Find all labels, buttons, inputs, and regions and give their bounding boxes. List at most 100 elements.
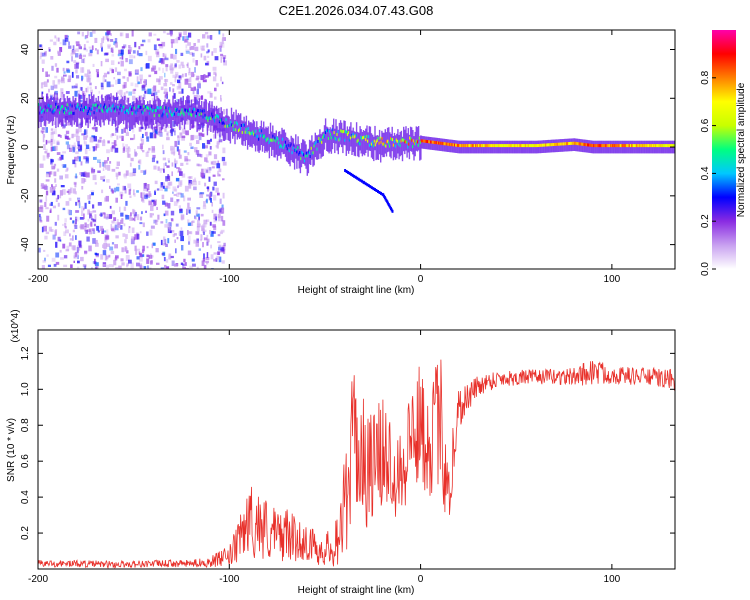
- spectrogram-ridge-cell: [170, 110, 172, 114]
- snr-x-tick-label: -100: [219, 574, 239, 585]
- spectrogram-ridge-cell: [418, 136, 420, 140]
- spectrogram-ridge-cell: [83, 106, 86, 110]
- spectrogram-y-tick-label: -20: [20, 188, 31, 203]
- spectrogram-branch-cell: [354, 175, 357, 179]
- spectrogram-ridge-cell: [607, 144, 609, 148]
- spectrogram-ridge-cell: [255, 129, 257, 133]
- spectrogram-halo-cell: [38, 103, 40, 129]
- spectrogram-ridge-cell: [137, 105, 139, 109]
- spectrogram-halo-cell: [329, 127, 331, 152]
- spectrogram-ridge-cell: [155, 109, 157, 112]
- spectrogram-ridge-cell: [503, 144, 505, 148]
- spectrogram-ridge-cell: [519, 144, 521, 148]
- spectrogram-ridge-cell: [214, 119, 216, 123]
- spectrogram-ridge-cell: [595, 144, 597, 148]
- spectrogram-ridge-cell: [247, 127, 249, 130]
- spectrogram-ridge-cell: [302, 153, 305, 157]
- spectrogram-ridge-cell: [81, 104, 83, 108]
- spectrogram-ridge-cell: [73, 111, 75, 115]
- spectrogram-ridge-cell: [575, 141, 577, 145]
- spectrogram-ridge-cell: [149, 107, 152, 111]
- spectrogram-ridge-cell: [401, 137, 403, 141]
- spectrogram-ridge-cell: [169, 109, 171, 113]
- spectrogram-ridge-cell: [335, 138, 337, 141]
- spectrogram-ridge-cell: [74, 103, 76, 107]
- spectrogram-ridge-cell: [619, 144, 621, 148]
- spectrogram-ridge-cell: [277, 137, 279, 141]
- spectrogram-ridge-cell: [404, 140, 406, 144]
- snr-x-axis: -200 -100 0 100: [28, 330, 621, 585]
- spectrogram-ridge-cell: [111, 104, 113, 108]
- spectrogram-ridge-cell: [542, 143, 544, 147]
- spectrogram-ridge-cell: [156, 106, 158, 110]
- spectrogram-ridge-cell: [294, 148, 296, 152]
- spectrogram-halo-cell: [150, 104, 152, 129]
- spectrogram-ridge-cell: [566, 142, 568, 146]
- colorbar-label: Normalized spectral amplitude: [736, 82, 747, 217]
- spectrogram-ridge-cell: [166, 112, 168, 116]
- spectrogram-ridge-cell: [615, 144, 617, 148]
- spectrogram-halo-cell: [182, 95, 184, 121]
- spectrogram-ridge-cell: [222, 121, 224, 125]
- spectrogram-halo-cell: [222, 116, 225, 141]
- spectrogram-ridge-cell: [397, 142, 399, 146]
- spectrogram-ridge-cell: [89, 112, 91, 116]
- spectrogram-ridge-cell: [109, 106, 111, 110]
- spectrogram-branch-cell: [344, 169, 347, 172]
- spectrogram-ridge-cell: [333, 131, 335, 134]
- spectrogram-ridge-cell: [555, 142, 557, 146]
- spectrogram-ridge-cell: [391, 138, 394, 142]
- spectrogram-ridge-cell: [171, 113, 174, 117]
- spectrogram-ridge-cell: [201, 109, 203, 113]
- spectrogram-halo-cell: [108, 100, 110, 125]
- spectrogram-ridge-cell: [330, 136, 332, 140]
- spectrogram-ridge-cell: [272, 134, 274, 138]
- spectrogram-ridge-cell: [632, 144, 635, 148]
- spectrogram-ridge-cell: [49, 108, 51, 112]
- spectrogram-ridge-cell: [476, 144, 478, 148]
- spectrogram-ridge-cell: [206, 116, 208, 120]
- spectrogram-ridge-cell: [260, 129, 263, 133]
- spectrogram-halo-cell: [298, 144, 300, 169]
- spectrogram-halo-cell: [311, 135, 313, 160]
- spectrogram-halo-cell: [299, 148, 302, 174]
- spectrogram-y-tick-label: 0: [20, 144, 31, 150]
- spectrogram-branch-cell: [359, 178, 362, 182]
- spectrogram-halo-cell: [398, 134, 400, 160]
- spectrogram-ridge-cell: [214, 115, 217, 119]
- spectrogram-halo-cell: [300, 142, 303, 168]
- spectrogram-ridge-cell: [259, 134, 262, 138]
- spectrogram-ridge-cell: [597, 144, 599, 148]
- spectrogram-ridge-cell: [389, 144, 391, 148]
- spectrogram-ridge-cell: [297, 146, 299, 150]
- spectrogram-halo-cell: [396, 133, 398, 159]
- spectrogram-halo-cell: [351, 130, 353, 155]
- spectrogram-ridge-cell: [153, 114, 155, 118]
- spectrogram-ridge-cell: [531, 144, 533, 148]
- spectrogram-branch-cell: [373, 188, 376, 191]
- spectrogram-ridge-cell: [309, 155, 311, 158]
- spectrogram-halo-cell: [74, 97, 77, 123]
- spectrogram-ridge-cell: [405, 140, 407, 144]
- spectrogram-ridge-cell: [129, 105, 131, 109]
- spectrogram-ridge-cell: [265, 139, 267, 143]
- spectrogram-ridge-cell: [400, 139, 402, 143]
- spectrogram-ridge-cell: [648, 144, 650, 148]
- spectrogram-halo-cell: [347, 129, 350, 154]
- spectrogram-halo-cell: [293, 145, 296, 170]
- spectrogram-halo-cell: [206, 110, 209, 136]
- spectrogram-ridge-cell: [77, 103, 79, 106]
- spectrogram-ridge-cell: [323, 133, 325, 137]
- spectrogram-ridge-cell: [385, 144, 387, 148]
- spectrogram-halo-cell: [50, 96, 52, 122]
- spectrogram-ridge-cell: [606, 144, 608, 148]
- spectrogram-ridge-cell: [636, 144, 638, 148]
- spectrogram-ridge-cell: [628, 144, 630, 148]
- spectrogram-ridge-cell: [350, 133, 352, 137]
- spectrogram-ridge-cell: [623, 144, 625, 148]
- spectrogram-ridge-cell: [544, 143, 546, 147]
- spectrogram-ridge-cell: [118, 111, 120, 115]
- spectrogram-ridge-cell: [445, 142, 447, 146]
- spectrogram-ridge-cell: [601, 144, 603, 148]
- spectrogram-halo-cell: [253, 121, 256, 146]
